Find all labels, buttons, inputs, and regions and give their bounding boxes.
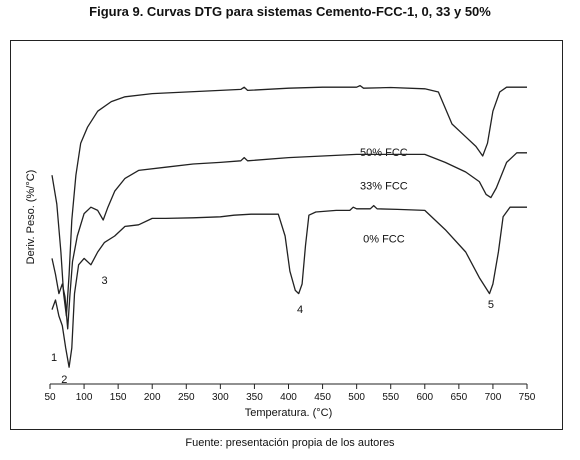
x-tick-label: 600 (416, 392, 433, 403)
x-tick-label: 550 (382, 392, 399, 403)
x-tick-label: 450 (314, 392, 331, 403)
chart-frame (10, 40, 563, 430)
x-tick-label: 400 (280, 392, 297, 403)
x-axis-title: Temperatura. (°C) (245, 407, 333, 419)
series-label-1: 33% FCC (360, 181, 408, 193)
peak-annotation-1: 1 (51, 352, 57, 364)
peak-annotation-2: 2 (61, 374, 67, 386)
peak-annotation-4: 4 (297, 304, 303, 316)
series-line-0 (51, 84, 527, 317)
x-tick-label: 650 (451, 392, 468, 403)
series-label-0: 50% FCC (360, 147, 408, 159)
x-tick-label: 300 (212, 392, 229, 403)
series-label-2: 0% FCC (363, 233, 405, 245)
peak-annotation-5: 5 (488, 299, 494, 311)
x-tick-label: 200 (144, 392, 161, 403)
x-tick-label: 50 (44, 392, 56, 403)
series-line-2 (51, 204, 527, 368)
figure-source: Fuente: presentación propia de los autor… (185, 437, 395, 449)
figure-title: Figura 9. Curvas DTG para sistemas Cemen… (89, 4, 491, 19)
y-axis-title: Deriv. Peso. (%/°C) (25, 170, 37, 265)
x-tick-label: 350 (246, 392, 263, 403)
x-tick-label: 750 (519, 392, 536, 403)
x-tick-label: 150 (110, 392, 127, 403)
x-tick-label: 500 (348, 392, 365, 403)
x-tick-label: 250 (178, 392, 195, 403)
peak-annotation-3: 3 (101, 275, 107, 287)
series-line-1 (51, 152, 527, 330)
x-tick-label: 700 (485, 392, 502, 403)
x-tick-label: 100 (76, 392, 93, 403)
